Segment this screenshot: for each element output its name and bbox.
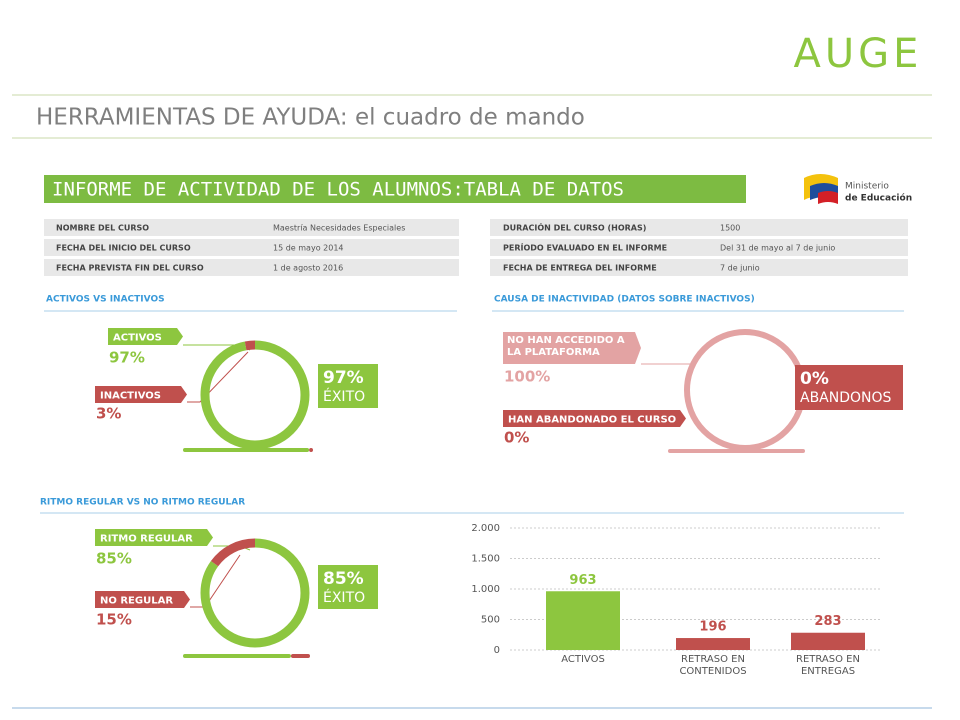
donut-segment [684, 329, 806, 451]
y-tick-label: 1.500 [471, 554, 500, 565]
tag [503, 332, 641, 364]
donut-segment [200, 538, 310, 648]
bar [791, 632, 865, 650]
y-tick-label: 2.000 [471, 523, 500, 534]
value-label: 3% [96, 405, 121, 423]
section-title: CAUSA DE INACTIVIDAD (DATOS SOBRE INACTI… [494, 295, 755, 305]
logo: AUGE [794, 31, 923, 77]
tag [108, 328, 183, 345]
info-row [490, 259, 908, 276]
y-tick-label: 0 [494, 645, 500, 656]
tag [95, 591, 190, 608]
result-label: ÉXITO [323, 589, 365, 606]
info-row [490, 239, 908, 256]
slide-title: HERRAMIENTAS DE AYUDA: el cuadro de mand… [36, 105, 585, 131]
bar [546, 591, 620, 650]
legend-label: HAN ABANDONADO EL CURSO [508, 415, 676, 426]
report-title: INFORME DE ACTIVIDAD DE LOS ALUMNOS:TABL… [52, 179, 624, 201]
legend-label: NO HAN ACCEDIDO A LA PLATAFORMA [507, 335, 625, 358]
section-title: RITMO REGULAR VS NO RITMO REGULAR [40, 498, 245, 508]
info-row [44, 219, 459, 236]
tag [95, 529, 213, 546]
result-box [795, 365, 903, 410]
legend-label: NO HAN ACCEDIDO A LA PLATAFORMA [507, 335, 625, 358]
legend-label: RITMO REGULAR [100, 534, 193, 545]
ministry-text: de Educación [845, 193, 912, 204]
info-label: FECHA DE ENTREGA DEL INFORME [503, 264, 657, 273]
banner [44, 175, 746, 203]
tag [95, 386, 187, 403]
legend-label: INACTIVOS [100, 391, 161, 402]
value-label: 85% [96, 550, 132, 568]
result-box [318, 364, 378, 408]
info-value: 1500 [720, 224, 740, 233]
bar-value: 963 [569, 573, 596, 588]
progress-segment [309, 448, 313, 452]
info-value: Maestría Necesidades Especiales [273, 224, 405, 233]
progress-segment [183, 654, 291, 658]
legend-label: NO REGULAR [100, 596, 173, 607]
info-value: Del 31 de mayo al 7 de junio [720, 244, 835, 253]
info-value: 7 de junio [720, 264, 760, 273]
x-tick-label: ACTIVOS [561, 654, 605, 665]
info-label: FECHA DEL INICIO DEL CURSO [56, 244, 191, 253]
y-tick-label: 500 [481, 615, 500, 626]
legend-label: ACTIVOS [113, 333, 162, 344]
result-value: 0% [800, 369, 829, 389]
result-value: 97% [323, 368, 364, 388]
result-label: ABANDONOS [800, 390, 892, 406]
info-value: 1 de agosto 2016 [273, 264, 343, 273]
value-label: 100% [504, 368, 550, 386]
result-box [318, 565, 378, 609]
info-row [490, 219, 908, 236]
info-label: NOMBRE DEL CURSO [56, 224, 149, 233]
donut-segment [200, 340, 310, 450]
value-label: 15% [96, 611, 132, 629]
info-label: FECHA PREVISTA FIN DEL CURSO [56, 264, 204, 273]
x-tick-label: ACTIVOS [561, 654, 605, 665]
flag-red [818, 191, 838, 204]
progress-segment [668, 449, 805, 453]
info-label: PERÍODO EVALUADO EN EL INFORME [503, 242, 667, 253]
bar-value: 196 [699, 620, 726, 635]
progress-segment [183, 448, 310, 452]
bar [676, 638, 750, 650]
x-tick-label: RETRASO EN CONTENIDOS [679, 654, 747, 677]
info-row [44, 239, 459, 256]
connectors [183, 344, 690, 608]
x-tick-label: RETRASO EN CONTENIDOS [679, 654, 747, 677]
info-row [44, 259, 459, 276]
info-table: NOMBRE DEL CURSO Maestría Necesidades Esp… [44, 219, 908, 276]
y-tick-label: 1.000 [471, 584, 500, 595]
ministry-logo: Ministerio de Educación [804, 174, 912, 204]
tag [503, 410, 686, 427]
info-value: 15 de mayo 2014 [273, 244, 344, 253]
result-label: ÉXITO [323, 388, 365, 405]
value-label: 97% [109, 349, 145, 367]
x-tick-label: RETRASO EN ENTREGAS [796, 654, 860, 677]
result-value: 85% [323, 569, 364, 589]
progress-segment [290, 654, 310, 658]
donut-segment [200, 340, 310, 450]
section-title: ACTIVOS VS INACTIVOS [46, 295, 165, 305]
ministry-text: Ministerio [845, 182, 889, 192]
value-label: 0% [504, 429, 529, 447]
x-tick-label: RETRASO EN ENTREGAS [796, 654, 860, 677]
bar-value: 283 [814, 614, 841, 629]
connector [187, 351, 249, 403]
info-label: DURACIÓN DEL CURSO (HORAS) [503, 222, 646, 233]
